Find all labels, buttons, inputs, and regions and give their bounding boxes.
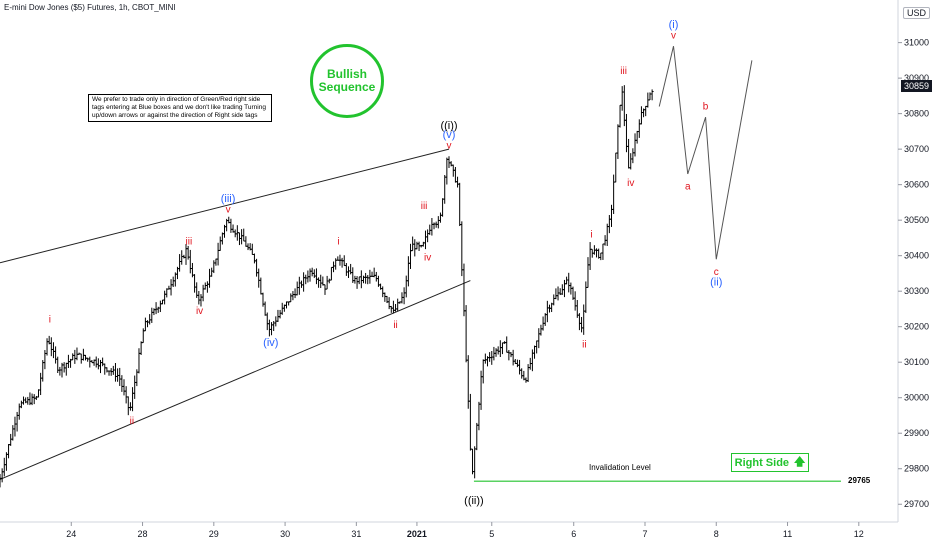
x-tick-label: 6 xyxy=(571,529,576,539)
wave-label: iv xyxy=(627,178,634,189)
wave-labels: iiiiiiivv(iii)(iv)iiiiiiivv(v)((i))((ii)… xyxy=(49,19,723,507)
chart-title: E-mini Dow Jones ($5) Futures, 1h, CBOT_… xyxy=(4,3,176,12)
y-tick-label: 30700 xyxy=(904,144,929,154)
y-tick-label: 31000 xyxy=(904,38,929,48)
right-side-tag: Right Side 🡅 xyxy=(731,453,809,472)
channel-lines xyxy=(0,148,471,480)
wave-label: i xyxy=(49,315,51,326)
trading-note: We prefer to trade only in direction of … xyxy=(88,94,272,122)
wave-label: iv xyxy=(196,306,203,317)
wave-label: v xyxy=(671,31,676,42)
wave-label: iii xyxy=(620,66,627,77)
last-price-tag: 30859 xyxy=(901,80,932,92)
y-tick-label: 30400 xyxy=(904,251,929,261)
x-tick-label: 29 xyxy=(209,529,219,539)
x-tick-label: 11 xyxy=(783,529,792,539)
wave-label: iii xyxy=(186,237,193,248)
y-tick-label: 30100 xyxy=(904,357,929,367)
invalidation-label: Invalidation Level xyxy=(589,463,651,472)
x-tick-label: 5 xyxy=(489,529,494,539)
invalidation-value: 29765 xyxy=(848,476,871,485)
price-bars xyxy=(0,85,654,488)
wave-label: v xyxy=(447,141,452,152)
y-tick-label: 30300 xyxy=(904,286,929,296)
y-tick-label: 29700 xyxy=(904,499,929,509)
x-tick-label: 30 xyxy=(280,529,290,539)
wave-label: i xyxy=(337,237,339,248)
y-tick-label: 30000 xyxy=(904,393,929,403)
wave-label: ii xyxy=(393,320,397,331)
channel-line xyxy=(0,280,471,480)
wave-label: a xyxy=(685,182,691,193)
x-tick-label: 31 xyxy=(351,529,361,539)
wave-label: ((ii)) xyxy=(464,495,484,507)
right-side-label: Right Side xyxy=(734,456,790,469)
wave-label: b xyxy=(703,102,709,113)
x-tick-label: 24 xyxy=(66,529,76,539)
y-tick-label: 30200 xyxy=(904,322,929,332)
wave-label: (iii) xyxy=(221,193,236,205)
y-tick-label: 29800 xyxy=(904,464,929,474)
wave-label: ii xyxy=(130,416,134,427)
projection-path xyxy=(658,46,753,260)
wave-label: (i) xyxy=(669,19,679,31)
x-tick-label: 2021 xyxy=(407,529,427,539)
projection-line xyxy=(658,46,753,260)
x-tick-label: 7 xyxy=(642,529,647,539)
badge-line2: Sequence xyxy=(318,80,376,94)
currency-unit[interactable]: USD xyxy=(903,7,931,19)
wave-label: iii xyxy=(421,201,428,212)
y-tick-label: 30500 xyxy=(904,215,929,225)
y-tick-label: 30600 xyxy=(904,180,929,190)
wave-label: (ii) xyxy=(710,276,722,288)
x-tick-label: 8 xyxy=(714,529,719,539)
axes: 29700 29800 29900 30000 30100 30200 30300 30400… xyxy=(0,0,929,539)
wave-label: v xyxy=(226,205,231,216)
bullish-sequence-badge: Bullish Sequence xyxy=(310,44,384,118)
y-tick-label: 30900 xyxy=(904,73,929,83)
wave-label: c xyxy=(714,267,719,278)
y-tick-label: 29900 xyxy=(904,428,929,438)
y-tick-label: 30800 xyxy=(904,109,929,119)
x-tick-label: 28 xyxy=(138,529,148,539)
channel-line xyxy=(0,148,450,264)
arrow-up-icon: 🡅 xyxy=(794,456,806,468)
wave-label: ii xyxy=(582,340,586,351)
wave-label: (iv) xyxy=(263,337,278,349)
wave-label: iv xyxy=(424,253,431,264)
wave-label: (v) xyxy=(443,129,456,141)
badge-line1: Bullish xyxy=(326,67,367,81)
wave-label: ((i)) xyxy=(440,120,457,132)
x-tick-label: 12 xyxy=(854,529,864,539)
wave-label: i xyxy=(590,229,592,240)
